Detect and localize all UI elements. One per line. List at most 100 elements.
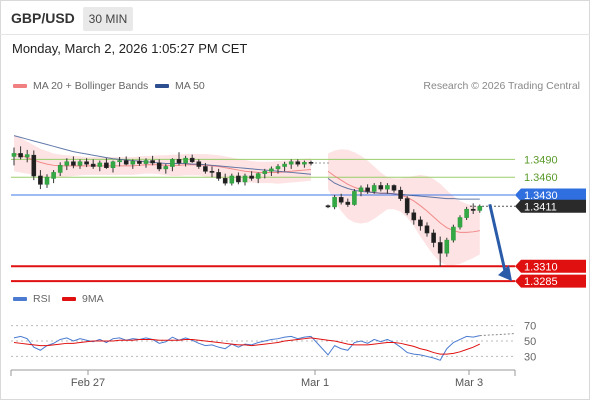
candle-body: [150, 160, 155, 164]
candle-body: [424, 225, 430, 234]
candle: [110, 160, 116, 173]
candle-body: [398, 189, 403, 199]
candle-body: [236, 175, 241, 183]
candle-body: [183, 157, 188, 164]
rsi-tick-label: 30: [524, 351, 536, 363]
candle: [378, 181, 384, 192]
candle-body: [24, 154, 30, 158]
ma50-line: [327, 177, 480, 200]
candle: [269, 166, 274, 176]
candle: [352, 189, 357, 206]
rsi-swatch: [13, 297, 27, 301]
research-credit: Research © 2026 Trading Central: [423, 80, 580, 92]
candle: [137, 157, 142, 166]
candle-body: [302, 162, 307, 165]
candle: [288, 159, 294, 169]
candle: [391, 184, 397, 193]
candle-body: [77, 161, 83, 166]
candle: [338, 193, 344, 205]
rsi-projection: [479, 333, 516, 337]
candle: [308, 160, 314, 166]
candle: [71, 156, 76, 169]
candle-body: [90, 163, 96, 167]
candle-body: [222, 178, 228, 184]
candle-body: [249, 175, 254, 179]
candle: [84, 158, 89, 168]
candle: [464, 206, 469, 220]
candle-body: [275, 166, 281, 170]
candle: [216, 168, 221, 181]
candle-body: [371, 185, 377, 192]
candle: [302, 160, 307, 168]
candle-body: [352, 191, 357, 205]
candle: [457, 215, 463, 230]
candle-body: [391, 185, 397, 191]
candle-body: [457, 217, 463, 228]
rsi-series-RSI: [310, 335, 480, 361]
candle: [411, 209, 417, 225]
candle-body: [117, 160, 122, 163]
candle-body: [345, 201, 351, 205]
candle: [123, 156, 129, 166]
candle: [97, 160, 103, 172]
candle: [295, 159, 301, 167]
level-label: 1.3285: [524, 276, 558, 288]
rsi-series-9MA: [13, 337, 312, 347]
candle-body: [332, 197, 337, 208]
candle: [31, 150, 37, 181]
candle: [51, 170, 56, 184]
rsi-series-9MA: [310, 337, 481, 355]
candle-body: [97, 162, 103, 167]
candle: [398, 186, 403, 201]
candle-body: [196, 161, 202, 167]
candle-body: [209, 170, 215, 173]
candle: [262, 168, 268, 179]
candle-body: [38, 175, 43, 185]
candle-body: [444, 239, 450, 254]
candle-body: [365, 187, 370, 192]
candle: [156, 159, 162, 172]
candle: [325, 204, 331, 209]
candle: [24, 149, 30, 163]
candle-body: [288, 161, 294, 165]
candle-body: [44, 176, 50, 185]
candle: [150, 155, 155, 166]
timeframe-button[interactable]: 30 MIN: [83, 7, 133, 31]
candle-body: [295, 161, 301, 165]
candle: [209, 166, 215, 178]
candle: [477, 204, 483, 213]
candle-body: [269, 168, 274, 172]
candle: [130, 159, 136, 169]
candle: [424, 222, 430, 237]
x-tick-label: Mar 3: [455, 377, 483, 389]
level-label: 1.3430: [524, 190, 558, 202]
candle-body: [470, 208, 476, 211]
symbol-title: GBP/USD: [11, 10, 75, 26]
candle-body: [378, 185, 384, 190]
candle: [170, 158, 175, 172]
candle-body: [404, 198, 410, 214]
ma50-line: [13, 135, 312, 175]
candle: [451, 224, 456, 243]
candle: [104, 158, 109, 169]
candle: [282, 161, 287, 172]
ma50-label: MA 50: [175, 80, 205, 92]
level-badge: [515, 188, 586, 202]
bollinger-band-fill: [328, 149, 480, 266]
target-arrow-shaft: [488, 203, 507, 272]
candle: [332, 195, 337, 210]
candle: [90, 159, 96, 169]
rsi-series-RSI: [13, 335, 312, 351]
candle-body: [242, 175, 248, 183]
candle: [444, 237, 450, 257]
candle: [38, 170, 43, 190]
candle: [404, 196, 410, 216]
candle-body: [64, 161, 70, 166]
candle-body: [431, 232, 436, 243]
chart-datetime: Monday, March 2, 2026 1:05:27 PM CET: [12, 41, 248, 56]
candle: [418, 216, 423, 231]
candle-body: [464, 208, 469, 218]
ma9-swatch: [62, 297, 76, 301]
candle-body: [110, 161, 116, 168]
